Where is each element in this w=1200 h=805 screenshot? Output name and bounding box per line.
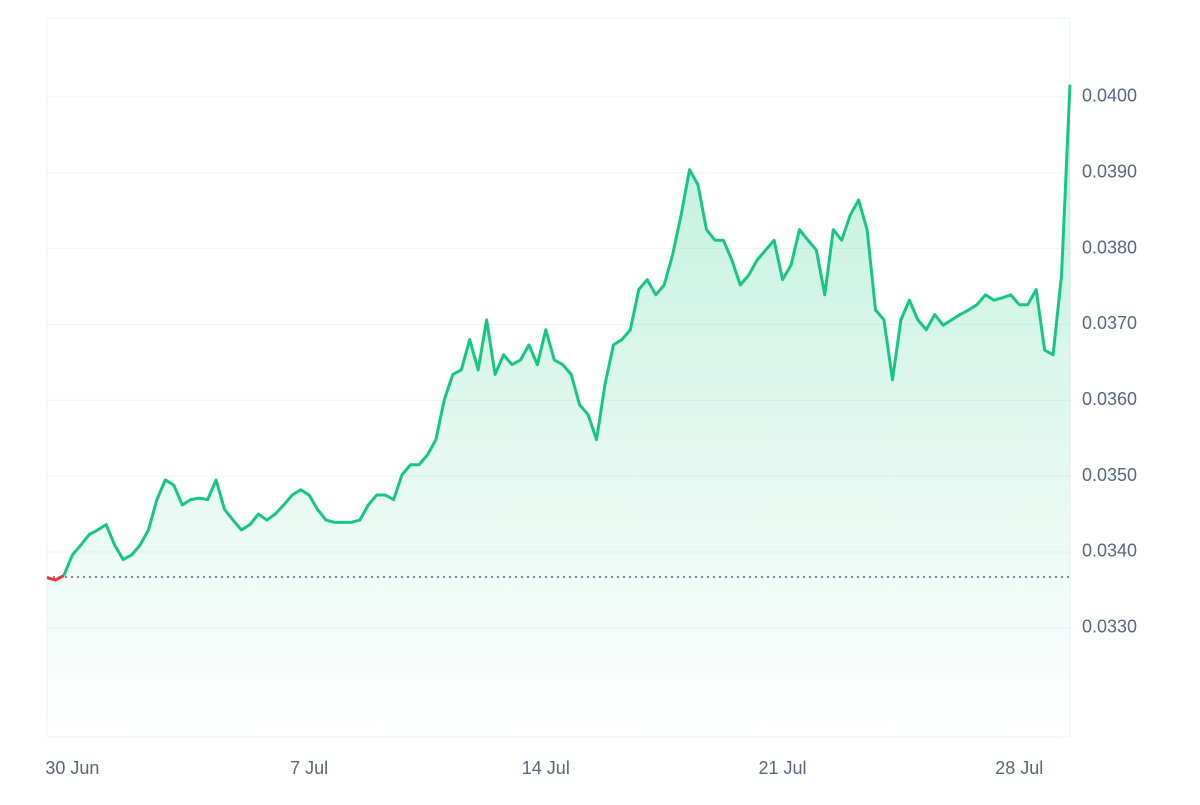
x-tick-label: 28 Jul [995, 758, 1043, 778]
price-line [46, 574, 65, 582]
y-tick-label: 0.0350 [1082, 465, 1137, 485]
y-tick-label: 0.0340 [1082, 541, 1137, 561]
y-tick-label: 0.0400 [1082, 86, 1137, 106]
y-tick-label: 0.0370 [1082, 313, 1137, 333]
y-tick-label: 0.0360 [1082, 389, 1137, 409]
x-tick-label: 30 Jun [45, 758, 99, 778]
area-fill [47, 84, 1070, 737]
y-tick-label: 0.0390 [1082, 161, 1137, 181]
y-tick-label: 0.0380 [1082, 237, 1137, 257]
x-tick-label: 7 Jul [290, 758, 328, 778]
x-tick-label: 14 Jul [522, 758, 570, 778]
price-line [62, 84, 1072, 577]
x-tick-label: 21 Jul [759, 758, 807, 778]
y-tick-label: 0.0330 [1082, 617, 1137, 637]
